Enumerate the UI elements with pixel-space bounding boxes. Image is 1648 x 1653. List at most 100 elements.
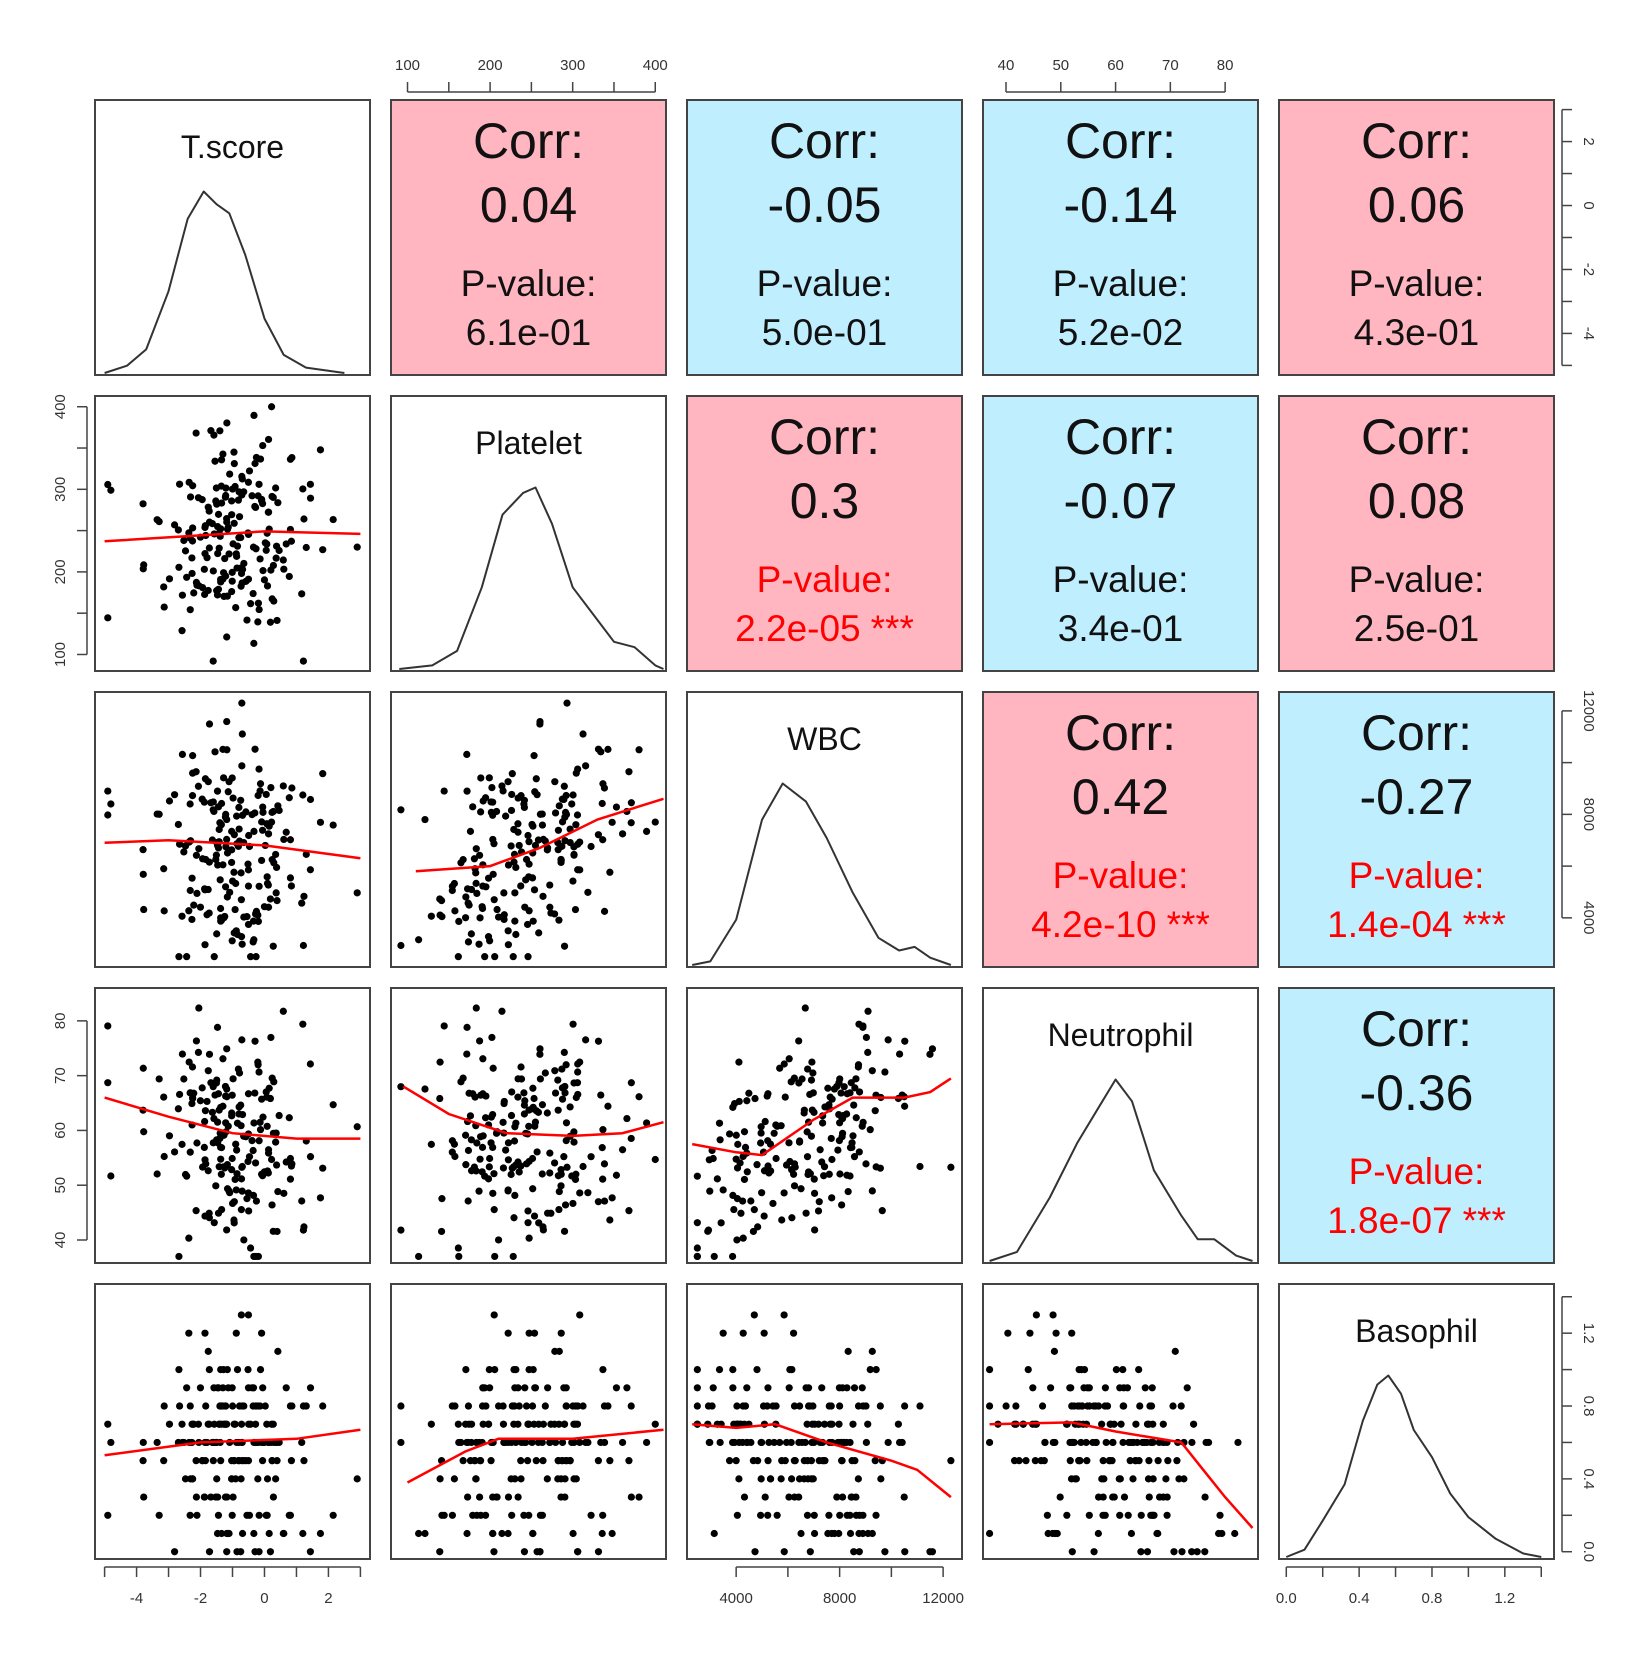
data-point	[238, 1529, 247, 1538]
data-point	[1171, 1347, 1179, 1355]
data-point	[1047, 1384, 1055, 1392]
data-point	[316, 446, 325, 454]
axis-left-Neutrophil: 40 50 60 70 80	[52, 1013, 88, 1248]
data-point	[551, 809, 560, 817]
data-point	[1146, 1402, 1154, 1410]
data-point	[215, 544, 223, 552]
data-point	[1099, 1457, 1107, 1465]
data-point	[272, 863, 281, 872]
data-point	[740, 1175, 749, 1184]
data-point	[193, 1511, 201, 1519]
data-point	[264, 435, 273, 444]
data-point	[203, 911, 211, 919]
data-point	[786, 1365, 794, 1374]
data-point	[213, 930, 221, 938]
data-point	[185, 907, 193, 915]
data-point	[461, 1131, 470, 1139]
data-point	[256, 780, 265, 788]
data-point	[750, 1311, 758, 1319]
data-point	[299, 1529, 307, 1538]
data-point	[1124, 1511, 1132, 1519]
data-point	[846, 1172, 854, 1180]
data-point	[502, 1438, 510, 1447]
data-point	[472, 1475, 480, 1483]
data-point	[530, 1212, 539, 1220]
data-point	[436, 1094, 444, 1103]
data-point	[256, 555, 264, 563]
data-point	[217, 1529, 226, 1538]
loess-curve	[104, 1096, 361, 1140]
data-point	[229, 1493, 237, 1501]
data-point	[855, 1548, 863, 1556]
pvalue-value: 3.4e-01	[1058, 608, 1184, 649]
data-point	[217, 821, 225, 829]
data-point	[213, 587, 221, 595]
data-point	[228, 1511, 236, 1519]
panel-0-3: Corr: -0.14 P-value: 5.2e-02	[982, 99, 1259, 376]
data-point	[533, 791, 541, 799]
data-point	[319, 1402, 327, 1410]
data-point	[571, 1420, 580, 1428]
corr-value: -0.14	[1064, 177, 1178, 233]
corr-value: -0.36	[1360, 1065, 1474, 1121]
data-point	[824, 1084, 832, 1092]
data-point	[165, 1132, 174, 1140]
axis-top-Platelet: 100 200 300 400	[395, 57, 668, 93]
data-point	[1090, 1402, 1098, 1410]
data-point	[1082, 1438, 1090, 1447]
data-point	[493, 905, 501, 914]
data-point	[1109, 1438, 1117, 1447]
data-point	[192, 1207, 200, 1215]
data-point	[489, 1064, 497, 1072]
data-point	[217, 1205, 226, 1214]
data-point	[728, 1438, 737, 1447]
data-point	[104, 480, 112, 489]
data-point	[840, 1083, 848, 1091]
data-point	[492, 1493, 501, 1501]
data-point	[743, 1438, 751, 1447]
panel-2-4: Corr: -0.27 P-value: 1.4e-04 ***	[1278, 691, 1555, 968]
data-point	[1092, 1438, 1100, 1447]
data-point	[267, 784, 275, 792]
data-point	[508, 770, 516, 778]
data-point	[538, 1438, 546, 1447]
data-point	[254, 618, 262, 626]
data-point	[539, 892, 547, 900]
data-point	[1075, 1457, 1083, 1465]
data-point	[107, 1172, 115, 1180]
data-point	[539, 1457, 547, 1465]
data-point	[299, 791, 307, 799]
data-point	[207, 1493, 215, 1501]
data-point	[259, 567, 267, 575]
data-point	[299, 1020, 307, 1028]
data-point	[254, 1475, 262, 1483]
data-point	[750, 1206, 758, 1214]
data-point	[258, 497, 266, 505]
tick-label: 80	[1217, 57, 1234, 74]
corr-label: Corr:	[1361, 113, 1472, 169]
data-point	[584, 888, 592, 896]
data-point	[868, 1067, 876, 1075]
panel-0-0: T.score	[94, 99, 371, 376]
data-point	[623, 1384, 631, 1392]
data-point	[713, 1175, 721, 1183]
panel-frame	[686, 99, 963, 376]
data-point	[243, 616, 251, 624]
data-point	[498, 1007, 506, 1015]
data-point	[244, 1457, 253, 1465]
data-point	[251, 745, 259, 753]
data-point	[279, 1007, 287, 1015]
tick-label: 400	[643, 57, 668, 74]
loess-curve	[406, 1428, 664, 1484]
panel-frame	[390, 395, 667, 672]
data-point	[267, 403, 276, 411]
data-point	[222, 1092, 230, 1100]
data-point	[800, 1106, 808, 1114]
data-point	[193, 581, 201, 589]
data-point	[466, 1457, 475, 1465]
data-point	[1085, 1511, 1093, 1519]
tick-label: 40	[998, 57, 1015, 74]
data-point	[194, 1420, 203, 1428]
data-point	[871, 1107, 879, 1115]
data-point	[772, 1121, 780, 1129]
